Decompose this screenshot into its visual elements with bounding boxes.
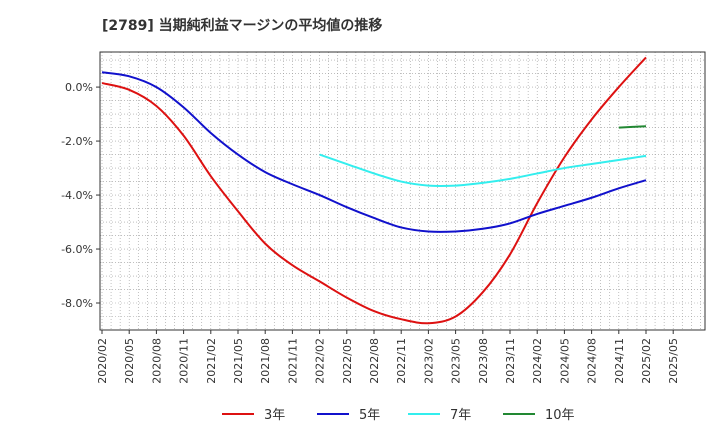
x-tick-label: 2020/11	[178, 338, 191, 384]
x-tick-label: 2024/08	[586, 338, 599, 384]
x-tick-label: 2020/05	[123, 338, 136, 384]
series-line-4	[618, 125, 647, 129]
x-tick-label: 2021/02	[205, 338, 218, 384]
legend-label-2: 5年	[359, 408, 380, 423]
x-tick-label: 2020/02	[96, 338, 109, 384]
x-tick-label: 2022/02	[314, 338, 327, 384]
x-tick-label: 2021/11	[286, 338, 299, 384]
x-tick-label: 2021/05	[232, 338, 245, 384]
series-line-3	[319, 153, 647, 188]
chart-title: [2789] 当期純利益マージンの平均値の推移	[102, 17, 382, 34]
y-tick-label: -8.0%	[61, 297, 93, 310]
x-tick-label: 2025/02	[640, 338, 653, 384]
x-axis-ticks: 2020/02 2020/05 2020/08 2020/11 2021/02 2021/…	[96, 330, 680, 384]
legend-label-1: 3年	[264, 408, 285, 423]
x-tick-label: 2024/11	[613, 338, 626, 384]
legend-label-3: 7年	[450, 408, 471, 423]
x-tick-label: 2023/02	[422, 338, 435, 384]
y-tick-label: 0.0%	[65, 81, 93, 94]
x-tick-label: 2020/08	[150, 338, 163, 384]
y-axis-ticks: 0.0% -2.0% -4.0% -6.0% -8.0%	[61, 81, 100, 310]
x-tick-label: 2022/11	[395, 338, 408, 384]
legend: 3年 5年 7年 10年	[222, 408, 575, 423]
x-tick-label: 2025/05	[667, 338, 680, 384]
x-tick-label: 2022/05	[341, 338, 354, 384]
x-tick-label: 2024/05	[558, 338, 571, 384]
y-tick-label: -4.0%	[61, 189, 93, 202]
x-tick-label: 2021/08	[259, 338, 272, 384]
x-tick-label: 2022/08	[368, 338, 381, 384]
legend-label-4: 10年	[545, 408, 575, 423]
series-line-2	[101, 71, 647, 233]
x-tick-label: 2023/11	[504, 338, 517, 384]
y-tick-label: -6.0%	[61, 243, 93, 256]
x-tick-label: 2023/08	[477, 338, 490, 384]
series-lines	[101, 56, 647, 325]
x-tick-label: 2023/05	[450, 338, 463, 384]
x-tick-label: 2024/02	[531, 338, 544, 384]
y-tick-label: -2.0%	[61, 135, 93, 148]
plot-frame	[99, 51, 706, 331]
